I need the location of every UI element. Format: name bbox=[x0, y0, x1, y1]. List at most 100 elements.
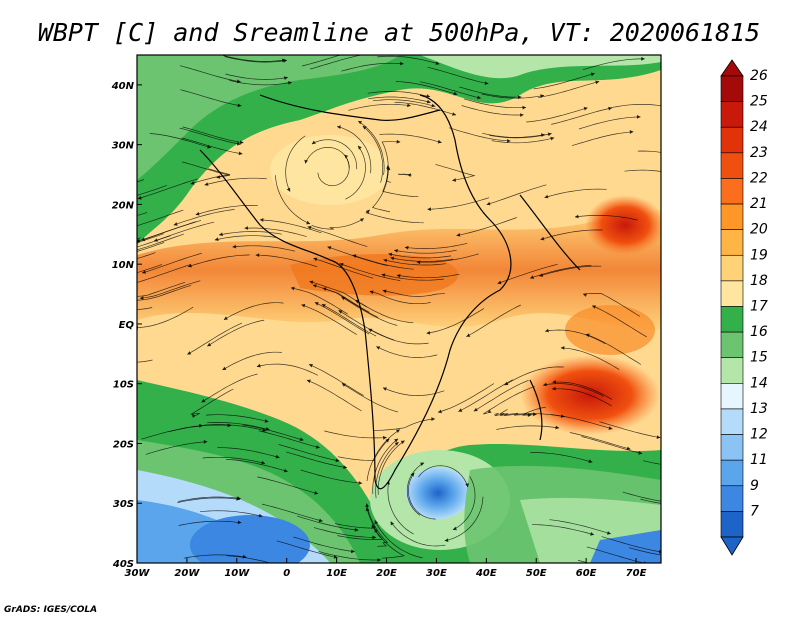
streamline-arrow bbox=[606, 531, 611, 535]
streamline bbox=[322, 287, 379, 318]
streamline bbox=[569, 432, 631, 450]
colorbar-label: 17 bbox=[750, 299, 768, 315]
x-tick-label: 10W bbox=[224, 568, 250, 579]
streamline bbox=[311, 139, 358, 170]
streamline bbox=[300, 469, 363, 484]
streamline-arrow bbox=[420, 462, 425, 466]
streamline bbox=[549, 519, 611, 535]
streamline-arrow bbox=[530, 275, 534, 279]
streamline-arrow bbox=[555, 425, 560, 430]
streamline bbox=[377, 440, 405, 495]
streamline bbox=[137, 233, 184, 251]
colorbar-label: 22 bbox=[750, 170, 768, 186]
streamline bbox=[551, 107, 613, 125]
streamline bbox=[426, 308, 485, 334]
streamline bbox=[145, 441, 208, 455]
streamline bbox=[153, 221, 215, 242]
streamline bbox=[137, 302, 138, 303]
streamline bbox=[244, 227, 307, 237]
streamline bbox=[301, 304, 357, 335]
streamline bbox=[278, 444, 340, 462]
streamline-arrow bbox=[124, 251, 128, 255]
streamline-arrow bbox=[358, 481, 363, 485]
streamline bbox=[334, 507, 376, 529]
plot-frame bbox=[136, 54, 662, 564]
streamline-arrow bbox=[372, 535, 376, 540]
colorbar-label: 20 bbox=[750, 222, 768, 238]
streamline-arrow bbox=[312, 284, 317, 288]
streamline bbox=[222, 351, 282, 371]
streamline-arrow bbox=[76, 291, 80, 295]
streamline-arrow bbox=[314, 302, 319, 306]
streamline-arrow bbox=[444, 538, 449, 543]
streamline-arrow bbox=[238, 151, 243, 156]
streamline bbox=[306, 379, 362, 412]
y-tick-label: 40S bbox=[112, 559, 134, 570]
streamline bbox=[137, 242, 165, 252]
streamline bbox=[214, 235, 278, 241]
streamline-arrow bbox=[641, 56, 645, 61]
streamline bbox=[301, 55, 342, 67]
streamline-arrow bbox=[304, 159, 308, 164]
streamline bbox=[427, 197, 490, 210]
colorbar-label: 24 bbox=[750, 119, 768, 135]
streamline bbox=[339, 263, 401, 281]
streamline bbox=[640, 498, 661, 504]
streamline bbox=[307, 226, 368, 247]
streamline bbox=[369, 290, 431, 305]
streamline-arrow bbox=[588, 459, 593, 463]
streamline-arrow bbox=[431, 103, 436, 108]
x-tick-label: 30E bbox=[426, 568, 447, 579]
streamline-arrow bbox=[321, 304, 326, 308]
streamline-arrow bbox=[239, 140, 244, 145]
streamline-arrow bbox=[104, 257, 108, 261]
x-tick-label: 60E bbox=[576, 568, 597, 579]
streamline-arrow bbox=[504, 381, 509, 386]
colorbar-label: 21 bbox=[750, 196, 768, 212]
streamline bbox=[137, 285, 192, 301]
streamline-arrow bbox=[101, 278, 105, 282]
streamline bbox=[552, 381, 613, 400]
streamline-arrow bbox=[333, 555, 338, 559]
streamline bbox=[187, 322, 243, 355]
streamline-arrow bbox=[351, 549, 355, 554]
streamline bbox=[599, 421, 661, 438]
x-tick-label: 10E bbox=[326, 568, 347, 579]
streamline bbox=[275, 175, 311, 225]
streamline bbox=[643, 460, 661, 465]
streamline bbox=[290, 287, 348, 315]
streamline bbox=[327, 246, 388, 266]
streamline bbox=[435, 164, 476, 181]
x-tick-label: 0 bbox=[283, 568, 290, 579]
colorbar-swatch bbox=[720, 75, 744, 102]
streamline bbox=[398, 173, 412, 176]
colorbar-swatch bbox=[720, 459, 744, 487]
streamline bbox=[418, 465, 469, 488]
streamline bbox=[324, 430, 387, 439]
streamline-arrow bbox=[223, 316, 228, 320]
streamline bbox=[308, 364, 364, 396]
streamline bbox=[377, 55, 440, 65]
streamline-arrow bbox=[394, 438, 399, 443]
streamline-arrow bbox=[343, 465, 347, 470]
streamline-arrow bbox=[154, 238, 158, 242]
y-tick-label: 30S bbox=[113, 499, 134, 510]
streamline-arrow bbox=[473, 407, 478, 412]
streamline bbox=[137, 209, 184, 227]
streamline bbox=[532, 524, 595, 536]
streamline bbox=[491, 137, 555, 144]
streamline bbox=[168, 424, 232, 433]
streamline-arrow bbox=[466, 333, 471, 337]
streamline-arrow bbox=[540, 236, 545, 241]
streamline-arrow bbox=[359, 218, 364, 222]
streamline bbox=[368, 328, 429, 345]
streamline-arrow bbox=[236, 497, 240, 501]
y-tick-label: 40N bbox=[111, 81, 135, 92]
streamline-arrow bbox=[365, 503, 369, 508]
streamline-arrow bbox=[344, 154, 349, 159]
streamline bbox=[448, 127, 511, 142]
streamline bbox=[366, 429, 401, 481]
coastlines bbox=[199, 94, 581, 490]
streamline-arrow bbox=[123, 227, 127, 231]
